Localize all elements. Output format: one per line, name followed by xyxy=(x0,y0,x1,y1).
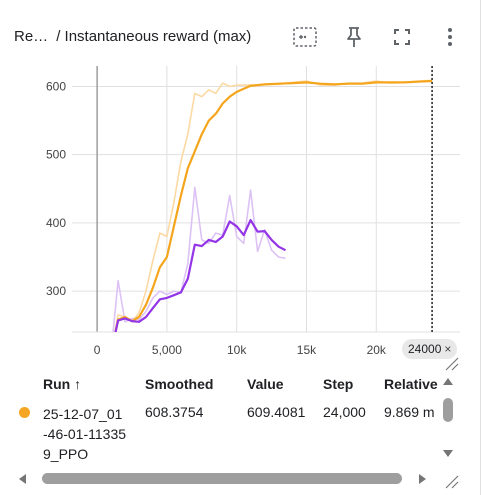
column-header-step[interactable]: Step xyxy=(323,376,354,392)
sort-arrow-icon: ↑ xyxy=(74,376,82,392)
close-icon[interactable]: × xyxy=(444,342,452,356)
column-header-run[interactable]: Run ↑ xyxy=(43,376,82,392)
chart-title: / Instantaneous reward (max) xyxy=(56,28,252,45)
series-line-raw xyxy=(114,79,433,332)
y-tick-label: 300 xyxy=(46,284,66,298)
hover-step-value: 24000 xyxy=(408,342,442,356)
cell-relative: 9.869 m xyxy=(384,404,435,420)
x-tick-label: 0 xyxy=(94,343,101,357)
scroll-left-icon xyxy=(19,474,26,484)
x-tick-label: 5,000 xyxy=(152,343,182,357)
series-line-raw xyxy=(112,186,286,332)
column-header-value[interactable]: Value xyxy=(247,376,284,392)
y-tick-label: 500 xyxy=(46,148,66,162)
pin-icon[interactable] xyxy=(341,24,367,50)
x-tick-label: 10k xyxy=(227,343,247,357)
x-tick-label: 20k xyxy=(367,343,387,357)
cell-step: 24,000 xyxy=(323,404,366,420)
line-chart[interactable]: 300 400 500 600 0 5,000 10k 15k 20k xyxy=(0,62,481,362)
cell-value: 609.4081 xyxy=(247,404,306,420)
scroll-down-icon xyxy=(443,450,453,457)
more-vert-icon[interactable] xyxy=(437,24,463,50)
series-line-smoothed xyxy=(114,219,286,332)
card-header: Re… / Instantaneous reward (max) xyxy=(0,0,481,66)
scroll-up-icon xyxy=(443,378,453,385)
y-tick-label: 600 xyxy=(46,79,66,93)
horizontal-scrollbar[interactable] xyxy=(14,470,444,488)
cell-smoothed: 608.3754 xyxy=(145,404,204,420)
scroll-thumb xyxy=(443,398,453,422)
series-line-smoothed xyxy=(114,79,433,332)
run-color-dot xyxy=(19,407,30,418)
scroll-right-icon xyxy=(419,474,426,484)
horizontal-scroll-thumb[interactable] xyxy=(42,473,402,484)
resize-handle-icon[interactable] xyxy=(444,356,460,372)
run-group-prefix: Re… xyxy=(14,28,49,45)
data-table: Run ↑ Smoothed Value Step Relative 25-12… xyxy=(0,372,440,464)
column-header-smoothed[interactable]: Smoothed xyxy=(145,376,214,392)
run-name: 25-12-07_01-46-01-113359_PPO xyxy=(43,406,127,462)
hover-step-chip[interactable]: 24000 × xyxy=(402,339,458,359)
fullscreen-icon[interactable] xyxy=(389,24,415,50)
corner-resize-icon[interactable] xyxy=(444,474,460,490)
column-header-relative[interactable]: Relative xyxy=(384,376,438,392)
card-title: Re… / Instantaneous reward (max) xyxy=(14,28,251,45)
y-tick-label: 400 xyxy=(46,216,66,230)
x-tick-label: 15k xyxy=(297,343,317,357)
vertical-scrollbar[interactable] xyxy=(440,372,456,464)
fit-to-data-icon[interactable] xyxy=(292,24,318,50)
